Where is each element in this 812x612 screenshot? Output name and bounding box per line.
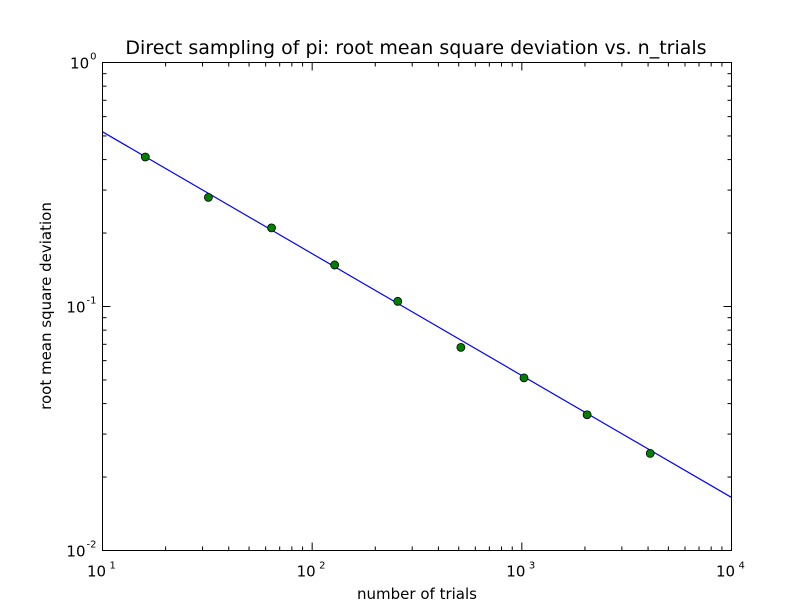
fit-line [102,131,732,498]
data-point [204,192,213,202]
x-tick-exponent: 3 [529,561,535,572]
y-tick-exponent: -2 [87,540,97,551]
data-point [330,260,340,270]
x-tick-exponent: 2 [319,561,325,572]
data-point [393,296,403,306]
x-tick-label: 10 [716,563,735,581]
data-point [519,373,529,383]
data-point [267,223,276,233]
x-tick-label: 10 [297,563,316,581]
axes-frame [102,62,732,551]
x-tick-label: 10 [87,563,106,581]
y-tick-label: 10 [66,299,85,317]
data-point [140,152,150,162]
x-axis-label: number of trials [357,585,477,603]
plot-area [102,131,732,498]
x-tick-exponent: 4 [739,561,745,572]
y-tick-label: 10 [70,55,89,73]
data-point [645,448,655,458]
x-tick-label: 10 [506,563,525,581]
chart-title: Direct sampling of pi: root mean square … [125,37,706,59]
data-point [582,410,592,420]
y-tick-exponent: -1 [87,296,97,307]
x-tick-exponent: 1 [110,561,116,572]
y-tick-exponent: 0 [90,52,96,63]
y-axis-label: root mean square deviation [37,202,55,410]
y-tick-label: 10 [66,543,85,561]
data-point [456,342,466,352]
